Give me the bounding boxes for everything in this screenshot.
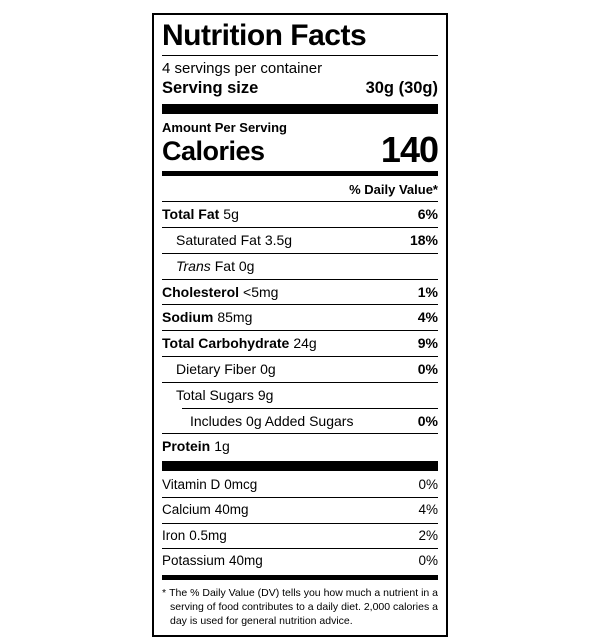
nutrient-dv: 1% bbox=[417, 283, 438, 300]
servings-per-container: 4 servings per container bbox=[162, 60, 323, 78]
divider-medium-footnote bbox=[162, 574, 438, 580]
nutrient-dv: 18% bbox=[409, 232, 438, 249]
calories-row: Calories 140 bbox=[162, 128, 439, 170]
label-title: Nutrition Facts bbox=[162, 19, 438, 57]
vitamin-amount: 40mg bbox=[214, 502, 249, 518]
vitamin-amount: 0.5mg bbox=[189, 527, 227, 543]
nutrient-row-total-carbohydrate: Total Carbohydrate 24g 9% bbox=[162, 330, 438, 356]
nutrient-amount: 5g bbox=[223, 206, 239, 223]
nutrient-name: Sodium bbox=[162, 309, 214, 326]
nutrient-row-total-fat: Total Fat 5g 6% bbox=[162, 201, 438, 227]
vitamin-row-potassium: Potassium 40mg 0% bbox=[162, 547, 438, 573]
vitamin-name: Iron bbox=[162, 527, 186, 543]
nutrient-amount: 1g bbox=[214, 438, 230, 455]
vitamin-dv: 0% bbox=[418, 552, 438, 568]
nutrient-dv: 4% bbox=[417, 309, 438, 326]
nutrient-name: Saturated Fat bbox=[176, 232, 261, 249]
vitamin-amount: 0mcg bbox=[224, 477, 258, 493]
nutrient-name: Total Sugars bbox=[176, 386, 254, 403]
nutrient-name: Total Fat bbox=[162, 206, 220, 223]
serving-size-row: Serving size 30g (30g) bbox=[162, 78, 438, 102]
daily-value-footnote: * The % Daily Value (DV) tells you how mu… bbox=[162, 582, 438, 629]
nutrient-name: Dietary Fiber bbox=[176, 361, 257, 378]
vitamin-name: Calcium bbox=[162, 502, 211, 518]
nutrient-name: Total Carbohydrate bbox=[162, 335, 290, 352]
nutrient-dv: 9% bbox=[417, 335, 438, 352]
nutrition-facts-label: Nutrition Facts 4 servings per container… bbox=[152, 13, 448, 637]
nutrient-row-trans-fat: Trans Fat 0g bbox=[162, 252, 438, 279]
nutrient-row-saturated-fat: Saturated Fat 3.5g 18% bbox=[162, 227, 438, 253]
nutrient-name: Cholesterol bbox=[162, 283, 240, 300]
nutrient-name: Trans bbox=[176, 257, 211, 274]
vitamin-row-calcium: Calcium 40mg 4% bbox=[162, 497, 438, 522]
nutrient-dv: 6% bbox=[417, 206, 438, 223]
nutrient-row-dietary-fiber: Dietary Fiber 0g 0% bbox=[162, 356, 438, 382]
amount-per-serving-label: Amount Per Serving bbox=[162, 119, 287, 135]
nutrient-amount: 3.5g bbox=[264, 232, 293, 249]
nutrient-row-sodium: Sodium 85mg 4% bbox=[162, 304, 438, 330]
calories-label: Calories bbox=[162, 136, 265, 167]
divider-thick-bottom bbox=[162, 461, 438, 472]
nutrient-amount: 24g bbox=[293, 335, 317, 352]
vitamin-dv: 0% bbox=[418, 477, 438, 493]
footnote-text: The % Daily Value (DV) tells you how muc… bbox=[169, 586, 438, 628]
vitamin-name: Potassium bbox=[162, 552, 226, 568]
nutrient-amount: <5mg bbox=[243, 283, 279, 300]
calories-value: 140 bbox=[380, 128, 439, 170]
vitamin-dv: 4% bbox=[418, 502, 438, 518]
vitamin-row-vitamin-d: Vitamin D 0mcg 0% bbox=[162, 473, 438, 497]
nutrient-row-total-sugars: Total Sugars 9g bbox=[162, 381, 438, 408]
nutrient-row-cholesterol: Cholesterol <5mg 1% bbox=[162, 278, 438, 305]
serving-size-label: Serving size bbox=[162, 78, 259, 97]
nutrient-amount: 85mg bbox=[217, 309, 253, 326]
divider-thick-top bbox=[162, 103, 438, 114]
vitamin-name: Vitamin D bbox=[162, 477, 221, 493]
nutrient-amount: 9g bbox=[257, 386, 274, 403]
serving-size-value: 30g (30g) bbox=[365, 78, 438, 97]
footnote-asterisk: * bbox=[162, 586, 167, 599]
vitamin-row-iron: Iron 0.5mg 2% bbox=[162, 522, 438, 548]
nutrient-name: Includes 0g Added Sugars bbox=[190, 412, 354, 429]
nutrient-dv: 0% bbox=[417, 361, 438, 378]
nutrient-amount: 0g bbox=[260, 361, 276, 378]
nutrient-name: Protein bbox=[162, 438, 211, 455]
nutrient-dv: 0% bbox=[417, 412, 438, 429]
nutrient-amount: Fat 0g bbox=[214, 257, 255, 274]
vitamin-amount: 40mg bbox=[229, 552, 263, 568]
divider-medium-calories bbox=[162, 171, 438, 177]
vitamin-dv: 2% bbox=[418, 527, 438, 543]
daily-value-header: % Daily Value* bbox=[349, 182, 438, 198]
nutrient-row-protein: Protein 1g bbox=[162, 433, 438, 459]
nutrient-row-added-sugars: Includes 0g Added Sugars 0% bbox=[182, 407, 438, 434]
